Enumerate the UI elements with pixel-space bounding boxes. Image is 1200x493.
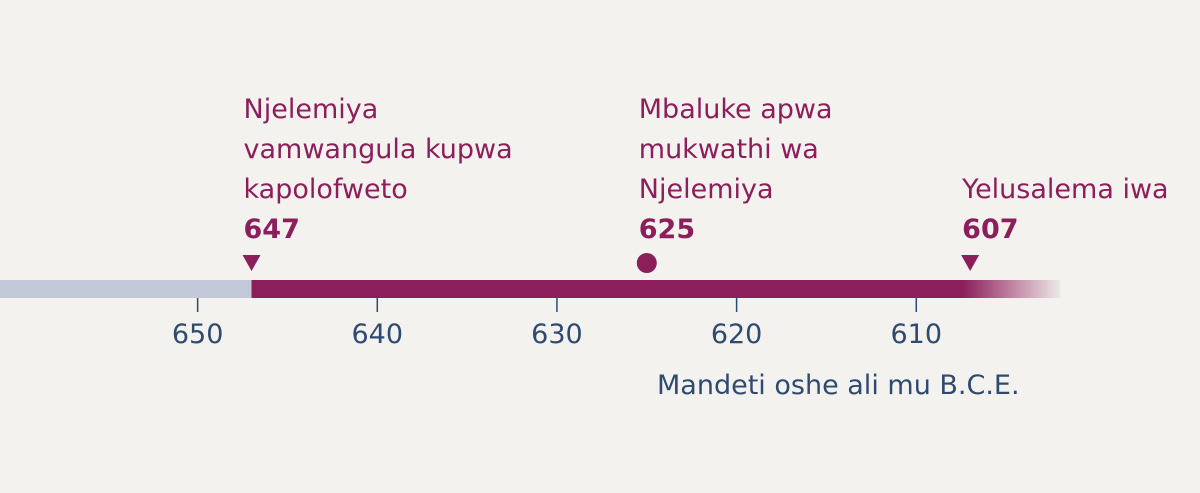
event-marker [636,253,657,273]
event-year: 625 [638,214,696,245]
event-label: Yelusalema iwa [962,174,1169,205]
x-tick-label: 630 [531,319,583,350]
x-tick-label: 640 [352,319,404,350]
x-tick-label: 610 [890,319,942,350]
x-tick-label: 650 [172,319,224,350]
event-marker [961,255,980,271]
timeline-bar [251,280,1061,298]
event: Mbaluke apwa mukwathi wa Njelemiya 625 [639,90,879,250]
event: Yelusalema iwa 607 [962,170,1200,250]
x-tick-label: 620 [711,319,763,350]
event-marker [242,255,261,271]
event: Njelemiya vamwangula kupwa kapolofweto 64… [244,90,554,250]
event-label: Njelemiya vamwangula kupwa kapolofweto [243,94,513,205]
event-year: 647 [243,214,300,245]
event-year: 607 [962,214,1019,245]
event-label: Mbaluke apwa mukwathi wa Njelemiya [638,94,833,205]
timeline-past [0,280,252,298]
axis-label: Mandeti oshe ali mu B.C.E. [657,370,1020,401]
